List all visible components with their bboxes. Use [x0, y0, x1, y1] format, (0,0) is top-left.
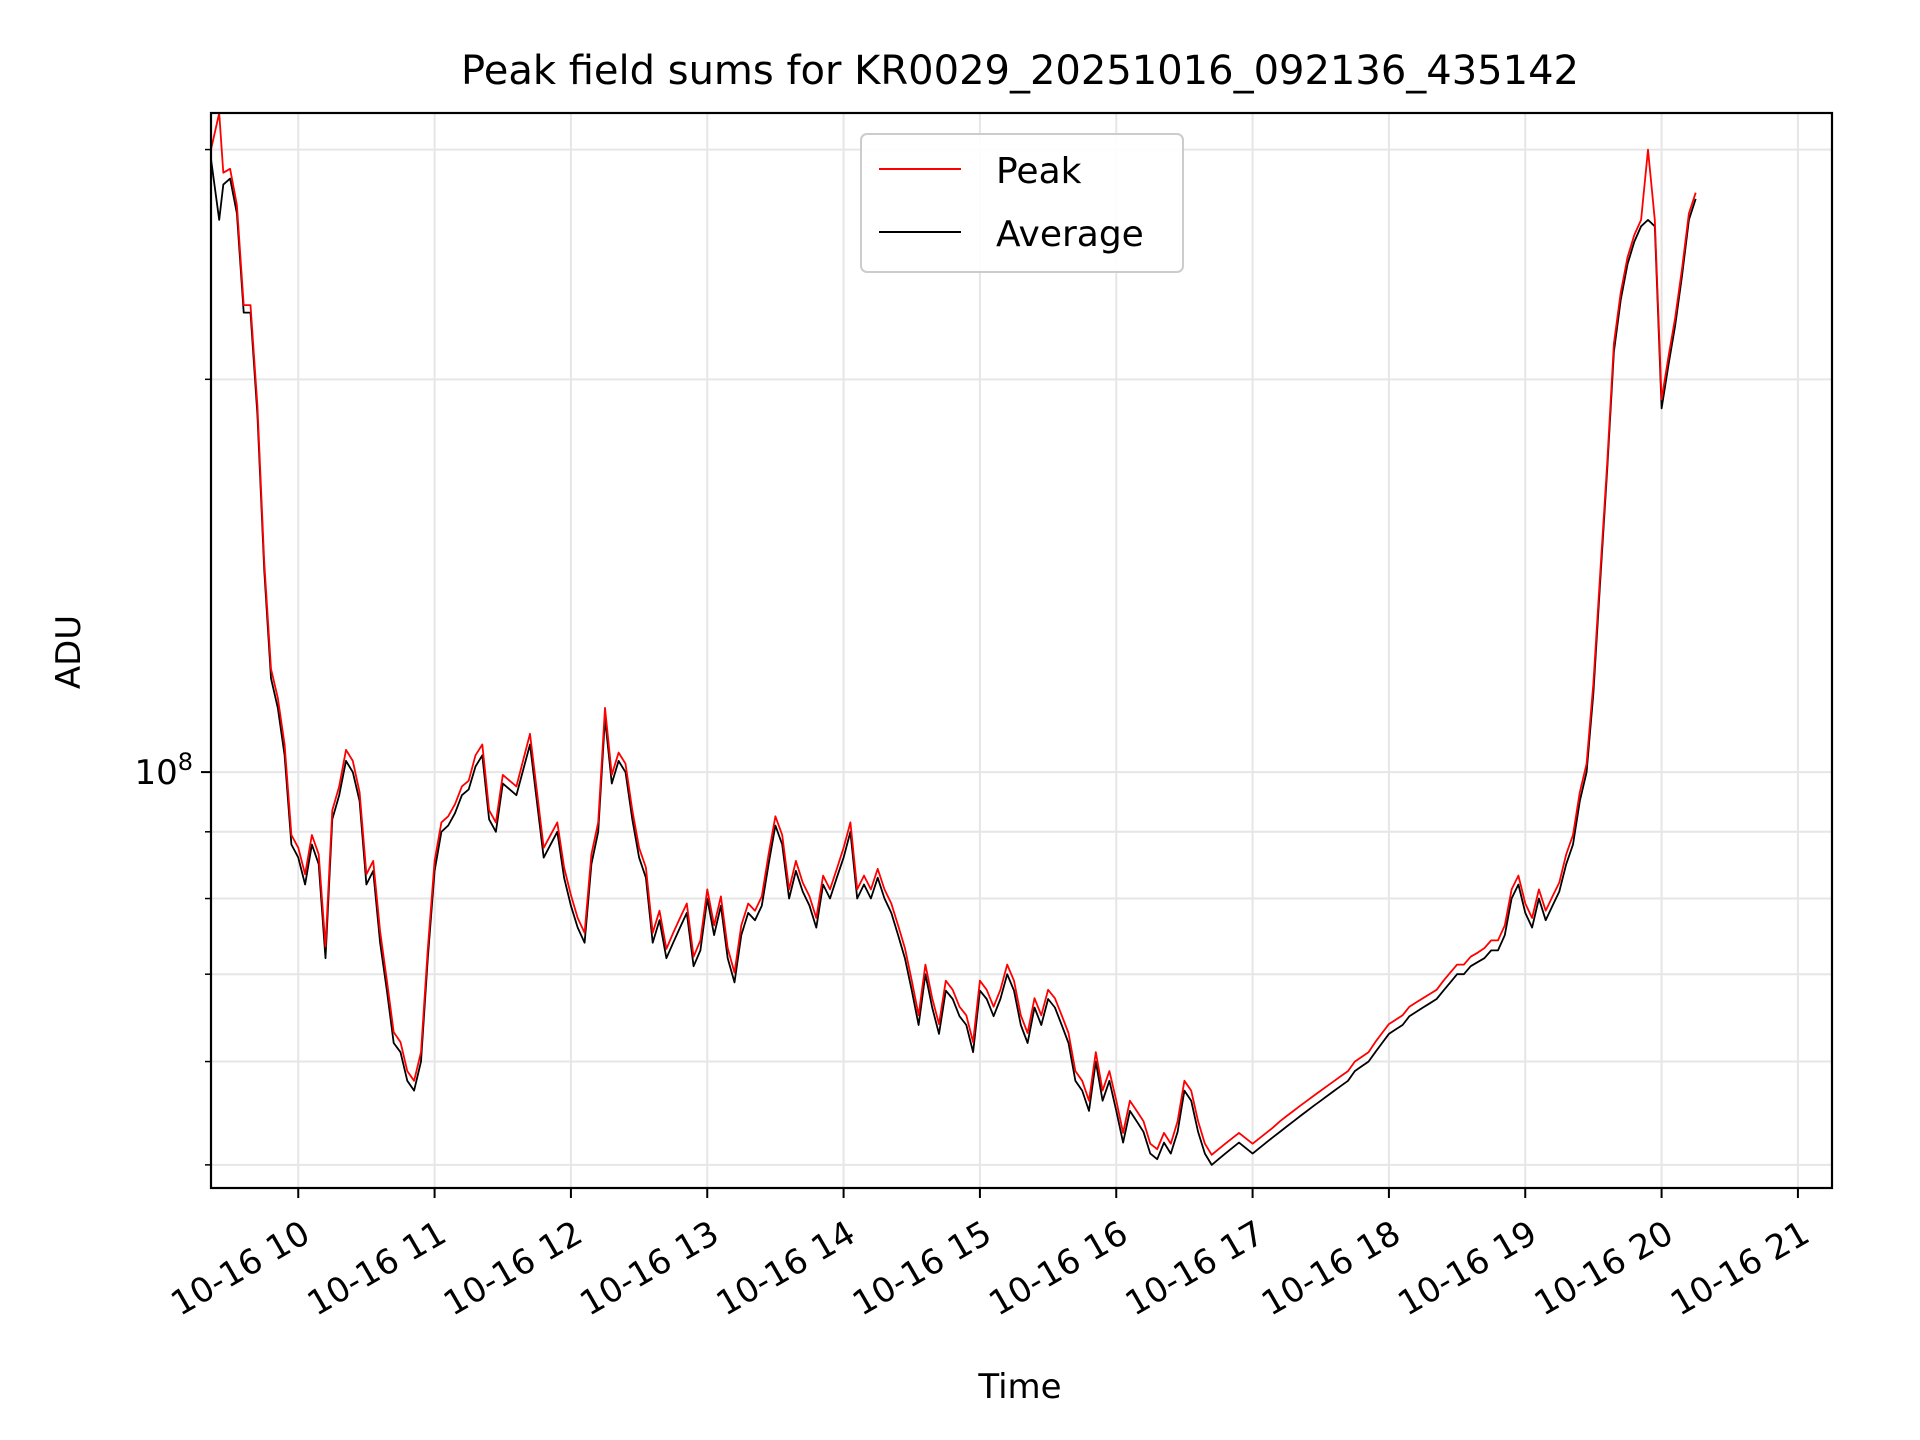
- y-axis-ticks: 108: [134, 148, 211, 1166]
- legend: Peak Average: [860, 133, 1184, 273]
- y-tick-label: 108: [134, 748, 193, 793]
- x-axis-label: Time: [977, 1367, 1061, 1407]
- chart-title: Peak field sums for KR0029_20251016_0921…: [461, 48, 1579, 94]
- series-line-peak: [210, 112, 1697, 1156]
- plot-frame: [209, 111, 1834, 1190]
- series-line-average: [210, 158, 1697, 1166]
- legend-average-label: Average: [996, 214, 1144, 255]
- series-lines: [210, 112, 1697, 1166]
- y-axis-label: ADU: [49, 615, 89, 689]
- grid-lines: [211, 113, 1832, 1188]
- legend-peak-label: Peak: [996, 151, 1082, 192]
